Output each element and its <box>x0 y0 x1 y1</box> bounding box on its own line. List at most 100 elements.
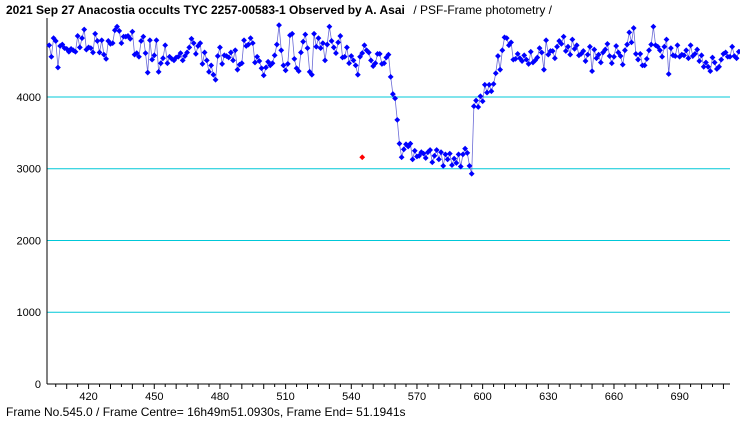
data-point <box>188 35 195 42</box>
x-tick-label: 660 <box>605 391 623 403</box>
data-point <box>98 37 105 44</box>
data-point <box>499 47 506 54</box>
data-point <box>707 68 714 75</box>
data-point <box>311 30 317 37</box>
data-point <box>46 42 53 49</box>
data-point <box>361 42 368 49</box>
x-tick-label: 540 <box>342 391 360 403</box>
data-point <box>554 43 560 50</box>
data-point <box>210 71 217 78</box>
data-point <box>698 52 705 59</box>
data-point <box>337 33 344 39</box>
data-point <box>606 53 613 59</box>
y-tick-label: 3000 <box>17 164 41 176</box>
data-point <box>407 140 414 147</box>
data-point <box>227 49 234 56</box>
data-point <box>400 146 407 153</box>
data-point <box>646 47 652 54</box>
data-point <box>624 41 631 48</box>
data-point <box>643 56 650 62</box>
x-tick-label: 690 <box>670 391 688 403</box>
data-point <box>245 41 252 48</box>
data-point <box>433 147 440 153</box>
data-point <box>225 54 232 61</box>
highlighted-frame-point <box>359 154 366 161</box>
data-point <box>92 30 99 37</box>
data-point <box>626 29 633 36</box>
data-point <box>136 53 142 60</box>
data-point <box>344 44 350 51</box>
x-tick-label: 480 <box>211 391 229 403</box>
data-point <box>70 47 77 54</box>
data-point <box>370 63 377 69</box>
data-point <box>527 48 534 55</box>
data-point <box>508 39 514 46</box>
data-point <box>567 51 574 58</box>
data-point <box>729 43 736 50</box>
data-point <box>512 56 519 62</box>
data-point <box>52 38 59 44</box>
data-point <box>324 41 331 48</box>
data-point <box>523 56 530 63</box>
data-point <box>587 43 593 50</box>
data-point <box>619 61 626 68</box>
data-point <box>273 41 280 48</box>
data-point <box>269 60 276 67</box>
data-point <box>495 53 501 59</box>
data-point <box>718 56 725 63</box>
chart-title-main: 2021 Sep 27 Anacostia occults TYC 2257-0… <box>6 3 405 17</box>
x-tick-label: 420 <box>79 391 97 403</box>
data-point <box>109 40 116 47</box>
y-tick-label: 1000 <box>17 307 41 319</box>
data-point <box>114 23 120 30</box>
data-point <box>319 40 326 47</box>
x-tick-label: 570 <box>408 391 426 403</box>
x-tick-label: 630 <box>539 391 557 403</box>
data-point <box>186 44 193 51</box>
data-point <box>444 156 451 163</box>
data-point <box>317 45 324 52</box>
data-point <box>140 33 147 40</box>
data-point <box>558 40 565 47</box>
data-point <box>711 59 718 66</box>
data-point <box>72 48 79 55</box>
data-point <box>503 35 510 41</box>
data-point <box>315 35 322 41</box>
data-point <box>298 49 304 56</box>
data-point <box>333 50 339 57</box>
data-point <box>674 42 681 49</box>
x-axis-ticks: 420 450 480 510 540 570 600 630 660 690 <box>55 384 724 403</box>
data-point <box>543 37 550 44</box>
data-point <box>641 62 648 69</box>
data-point <box>580 48 587 54</box>
data-point <box>446 150 453 157</box>
data-point <box>365 49 372 56</box>
data-point <box>617 53 624 59</box>
data-point <box>379 61 385 67</box>
data-point <box>584 51 591 58</box>
data-point <box>385 51 392 58</box>
data-point <box>464 150 471 156</box>
data-point <box>630 25 637 31</box>
data-point <box>521 52 528 59</box>
data-point <box>608 60 615 67</box>
data-point <box>396 140 403 147</box>
data-point <box>199 61 206 67</box>
data-point <box>149 56 155 63</box>
grid-lines <box>47 96 730 313</box>
data-point <box>466 162 473 169</box>
data-point <box>306 68 313 75</box>
y-axis-ticks: 0 1000 2000 3000 4000 <box>17 92 41 391</box>
data-point <box>142 50 149 57</box>
data-point <box>153 37 160 44</box>
chart-title: 2021 Sep 27 Anacostia occults TYC 2257-0… <box>6 1 553 18</box>
data-point <box>94 38 101 44</box>
data-point <box>79 35 85 41</box>
data-point <box>602 46 609 53</box>
data-point <box>276 22 282 29</box>
data-point <box>359 50 366 57</box>
data-point <box>289 30 296 37</box>
data-point <box>611 53 617 60</box>
data-point <box>214 53 221 59</box>
data-point <box>672 53 679 59</box>
